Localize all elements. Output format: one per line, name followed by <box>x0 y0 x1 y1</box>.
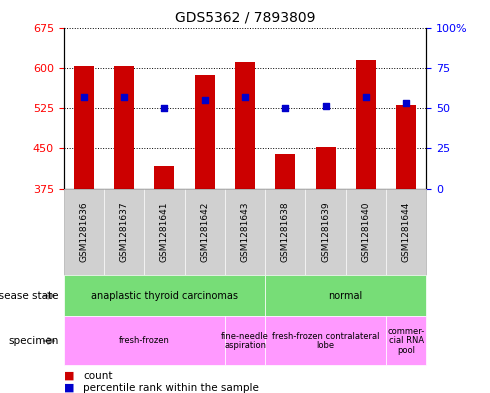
Text: GSM1281640: GSM1281640 <box>361 202 370 262</box>
Title: GDS5362 / 7893809: GDS5362 / 7893809 <box>175 11 315 25</box>
Text: fine-needle
aspiration: fine-needle aspiration <box>221 332 269 350</box>
Bar <box>195 75 215 189</box>
Text: GSM1281639: GSM1281639 <box>321 202 330 262</box>
Text: GSM1281637: GSM1281637 <box>120 202 129 262</box>
Text: normal: normal <box>329 291 363 301</box>
Point <box>241 94 249 100</box>
Point <box>120 94 128 100</box>
Text: GSM1281642: GSM1281642 <box>200 202 209 262</box>
Text: GSM1281636: GSM1281636 <box>79 202 88 262</box>
Bar <box>396 105 416 189</box>
Bar <box>114 66 134 189</box>
Bar <box>316 147 336 189</box>
Text: count: count <box>83 371 113 381</box>
Bar <box>74 66 94 189</box>
Text: fresh-frozen contralateral
lobe: fresh-frozen contralateral lobe <box>272 332 379 350</box>
Text: GSM1281643: GSM1281643 <box>241 202 249 262</box>
Point <box>321 103 329 110</box>
Bar <box>356 60 376 189</box>
Bar <box>275 154 295 189</box>
Point <box>402 100 410 107</box>
Text: ■: ■ <box>64 383 74 393</box>
Text: GSM1281641: GSM1281641 <box>160 202 169 262</box>
Point <box>201 97 209 103</box>
Text: anaplastic thyroid carcinomas: anaplastic thyroid carcinomas <box>91 291 238 301</box>
Text: commer-
cial RNA
pool: commer- cial RNA pool <box>388 327 425 355</box>
Bar <box>235 62 255 189</box>
Bar <box>154 166 174 189</box>
Point <box>161 105 169 111</box>
Point <box>80 94 88 100</box>
Text: disease state: disease state <box>0 291 59 301</box>
Text: specimen: specimen <box>8 336 59 346</box>
Text: fresh-frozen: fresh-frozen <box>119 336 170 345</box>
Text: GSM1281638: GSM1281638 <box>281 202 290 262</box>
Text: GSM1281644: GSM1281644 <box>402 202 411 262</box>
Text: ■: ■ <box>64 371 74 381</box>
Point <box>281 105 289 111</box>
Text: percentile rank within the sample: percentile rank within the sample <box>83 383 259 393</box>
Point <box>362 94 370 100</box>
